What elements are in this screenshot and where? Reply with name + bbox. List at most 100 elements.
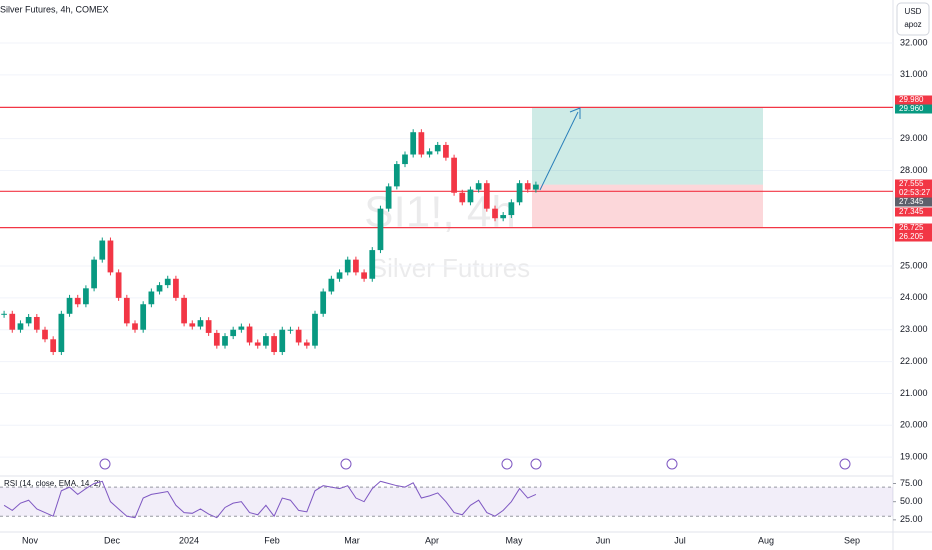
price-tag-label: 02:53:27 (899, 188, 931, 197)
y-tick-label: 22.000 (900, 356, 928, 366)
event-icon[interactable] (666, 458, 678, 470)
candle (492, 208, 498, 219)
candle (230, 329, 237, 337)
candle (426, 151, 433, 155)
price-tag (895, 188, 932, 198)
candle (328, 278, 335, 292)
candle (181, 297, 187, 324)
candle (451, 157, 457, 193)
candle (83, 288, 89, 305)
candle (508, 202, 515, 216)
x-tick-label: Sep (844, 535, 860, 545)
price-tag (895, 232, 932, 242)
candle (353, 259, 359, 273)
x-tick-label: Mar (344, 535, 360, 545)
event-icons (99, 458, 851, 470)
candle (164, 278, 171, 286)
candle (9, 313, 16, 330)
x-tick-label: Aug (758, 535, 774, 545)
candle (336, 272, 343, 279)
candle (197, 320, 204, 327)
event-icon[interactable] (99, 458, 111, 470)
candle (369, 250, 376, 279)
candle (91, 259, 97, 289)
chart-title: Silver Futures, 4h, COMEX (0, 4, 109, 14)
candle (516, 183, 523, 203)
candle (123, 297, 130, 324)
price-tag-label: 26.205 (899, 232, 924, 241)
candle (377, 208, 384, 251)
x-tick-label: Apr (425, 535, 439, 545)
candle (58, 313, 65, 353)
candle (312, 313, 318, 346)
y-tick-label: 28.000 (900, 165, 928, 175)
candle (303, 342, 310, 346)
candle (410, 132, 417, 155)
candle (17, 323, 24, 330)
event-icon[interactable] (501, 458, 513, 470)
candle (393, 164, 400, 187)
candle (271, 336, 277, 353)
watermark-sub: Silver Futures (370, 253, 530, 283)
candle (140, 304, 147, 330)
candle (254, 342, 261, 346)
candle (213, 332, 220, 346)
x-tick-label: Jul (674, 535, 686, 545)
price-tag-label: 29.960 (899, 104, 924, 113)
candle (320, 291, 327, 314)
rsi-tick-label: 25.00 (900, 514, 923, 524)
price-tag-label: 26.725 (899, 223, 924, 232)
currency-box[interactable] (896, 2, 930, 36)
candle (443, 144, 449, 158)
candle (1, 313, 7, 315)
candle (287, 329, 294, 331)
rsi-tick-label: 50.00 (900, 496, 923, 506)
candle (533, 184, 539, 190)
y-tick-label: 29.000 (900, 133, 928, 143)
candle (107, 240, 114, 273)
candle (402, 154, 408, 165)
price-tag (895, 207, 932, 217)
price-tag (895, 223, 932, 233)
price-tag (895, 197, 932, 207)
candle (99, 240, 106, 260)
candle (115, 272, 122, 298)
candle (156, 285, 163, 292)
x-tick-label: Dec (104, 535, 121, 545)
event-icon[interactable] (530, 458, 542, 470)
y-tick-label: 20.000 (900, 420, 928, 430)
price-tag (895, 179, 932, 189)
candle (25, 316, 32, 324)
candle (66, 297, 73, 314)
rsi-line (3, 480, 537, 519)
price-tag-label: 27.345 (899, 207, 924, 216)
candle (483, 183, 490, 209)
candle (173, 278, 179, 298)
trade-arrow (539, 107, 581, 191)
y-tick-label: 19.000 (900, 452, 928, 462)
y-tick-label: 25.000 (900, 260, 928, 270)
candle (524, 183, 531, 190)
x-tick-label: Feb (264, 535, 280, 545)
rsi-title: RSI (14, close, EMA, 14, 2) (4, 479, 101, 488)
x-tick-label: May (505, 535, 523, 545)
candle (74, 297, 81, 305)
candle (467, 189, 474, 203)
candle (459, 192, 466, 203)
candle (148, 291, 155, 305)
event-icon[interactable] (839, 458, 851, 470)
currency: USD (905, 7, 922, 16)
x-tick-label: Jun (596, 535, 611, 545)
candle (42, 329, 48, 340)
target-zone (532, 107, 763, 185)
candle (434, 144, 441, 152)
event-icon[interactable] (340, 458, 352, 470)
candle (238, 326, 245, 330)
price-tag (895, 104, 932, 114)
candle (385, 186, 392, 209)
candle (189, 323, 196, 327)
candle (33, 316, 40, 330)
x-tick-label: 2024 (179, 535, 199, 545)
y-tick-label: 32.000 (900, 37, 928, 47)
